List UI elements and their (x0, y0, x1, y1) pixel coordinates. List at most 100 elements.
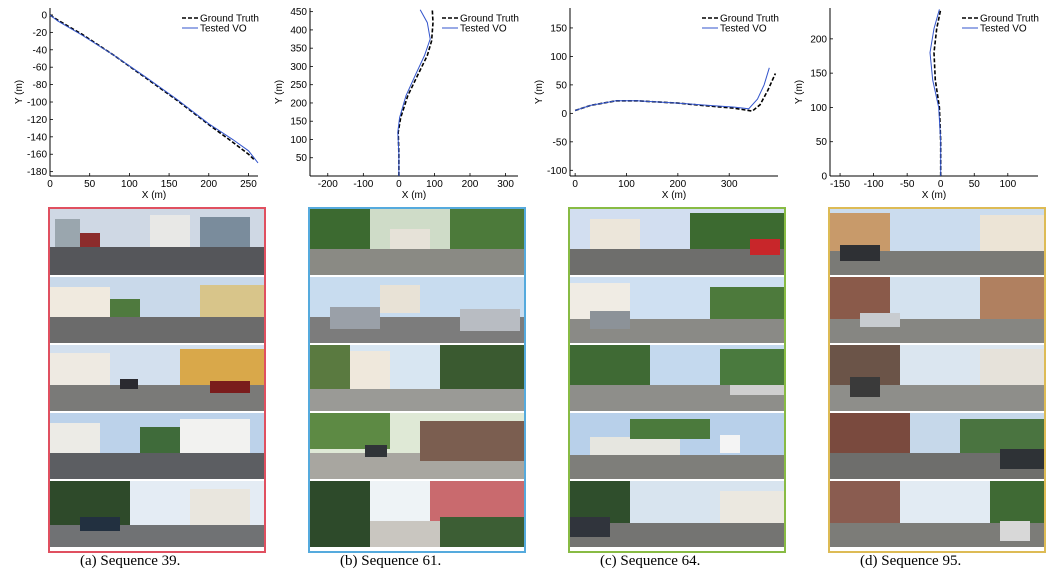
series-line-tested-vo (574, 67, 770, 111)
street-photo-d2 (830, 277, 1044, 343)
y-tick-label: 200 (810, 34, 827, 45)
street-photo-b2 (310, 277, 524, 343)
y-tick-label: -120 (27, 115, 47, 126)
y-tick-label: 200 (290, 98, 307, 109)
x-tick-label: 0 (396, 179, 402, 190)
street-photo-a3 (50, 345, 264, 411)
y-tick-label: 400 (290, 25, 307, 36)
x-axis-label: X (m) (662, 190, 686, 201)
y-tick-label: 150 (290, 117, 307, 128)
y-axis-label: Y (m) (14, 80, 25, 104)
street-photo-b2-art (310, 277, 524, 343)
y-tick-label: 300 (290, 62, 307, 73)
street-photo-d4 (830, 413, 1044, 479)
street-photo-b1-art (310, 209, 524, 275)
y-tick-label: 100 (290, 135, 307, 146)
street-photo-d5 (830, 481, 1044, 547)
y-tick-label: 450 (290, 7, 307, 18)
street-photo-a5 (50, 481, 264, 547)
x-tick-label: 300 (497, 179, 514, 190)
legend-label: Tested VO (720, 24, 767, 35)
series-line-tested-vo (397, 9, 431, 176)
caption-a: (a) Sequence 39. (80, 553, 181, 569)
x-tick-label: -100 (864, 179, 884, 190)
street-photo-d3 (830, 345, 1044, 411)
x-tick-label: 100 (121, 179, 138, 190)
y-tick-label: -20 (33, 28, 48, 39)
legend-label: Ground Truth (980, 14, 1039, 25)
x-tick-label: 50 (84, 179, 96, 190)
series-line-ground-truth (933, 9, 942, 176)
street-photo-b5 (310, 481, 524, 547)
x-tick-label: 200 (200, 179, 217, 190)
y-tick-label: 0 (41, 10, 47, 21)
street-photo-b3-art (310, 345, 524, 411)
trajectory-plot-b: -200 -100 0 100 200 300 50 100 150 200 250 300 350 40… (260, 0, 520, 205)
street-photo-d5-art (830, 481, 1044, 547)
legend-label: Tested VO (980, 24, 1027, 35)
y-tick-label: -100 (27, 98, 47, 109)
x-tick-label: 0 (47, 179, 53, 190)
x-tick-label: 100 (618, 179, 635, 190)
street-photo-b4-art (310, 413, 524, 479)
image-strip-c (568, 207, 786, 553)
street-photo-c3-art (570, 345, 784, 411)
trajectory-chart-b: -200 -100 0 100 200 300 50 100 150 200 250 300 350 40… (274, 7, 519, 201)
street-photo-c4 (570, 413, 784, 479)
x-axis-label: X (m) (142, 190, 166, 201)
trajectory-chart-d: -150 -100 -50 0 50 100 0 50 100 150 200 X (m) Y (m) G… (794, 8, 1039, 201)
y-tick-label: 0 (821, 172, 827, 183)
y-tick-label: 100 (550, 52, 567, 63)
street-photo-d1 (830, 209, 1044, 275)
y-tick-label: -160 (27, 150, 47, 161)
x-tick-label: -200 (318, 179, 338, 190)
legend-label: Tested VO (460, 24, 507, 35)
x-tick-label: 50 (969, 179, 981, 190)
legend-box (700, 10, 778, 34)
street-photo-c5-art (570, 481, 784, 547)
street-photo-d1-art (830, 209, 1044, 275)
y-tick-label: 50 (816, 137, 828, 148)
street-photo-c3 (570, 345, 784, 411)
image-strip-b (308, 207, 526, 553)
y-tick-label: -50 (553, 137, 568, 148)
panel-sequence-64: 0 100 200 300 150 100 50 0 -50 -100 X (m) Y (m) Grou… (520, 0, 786, 574)
caption-d: (d) Sequence 95. (860, 553, 962, 569)
y-axis-label: Y (m) (794, 80, 805, 104)
legend-box (960, 10, 1038, 34)
y-axis-label: Y (m) (274, 80, 285, 104)
series-line-ground-truth (574, 73, 777, 112)
street-photo-c1 (570, 209, 784, 275)
panel-sequence-61: -200 -100 0 100 200 300 50 100 150 200 250 300 350 40… (260, 0, 526, 574)
y-tick-label: -40 (33, 45, 48, 56)
x-tick-label: 100 (999, 179, 1016, 190)
y-tick-label: 50 (556, 80, 568, 91)
y-tick-label: 250 (290, 80, 307, 91)
street-photo-c2-art (570, 277, 784, 343)
street-photo-a1-art (50, 209, 264, 275)
y-tick-label: 100 (810, 103, 827, 114)
legend-label: Ground Truth (200, 14, 259, 25)
street-photo-c4-art (570, 413, 784, 479)
x-tick-label: -150 (830, 179, 850, 190)
trajectory-chart-c: 0 100 200 300 150 100 50 0 -50 -100 X (m) Y (m) Grou… (534, 8, 779, 201)
street-photo-a2 (50, 277, 264, 343)
x-tick-label: 0 (572, 179, 578, 190)
street-photo-a2-art (50, 277, 264, 343)
street-photo-a4 (50, 413, 264, 479)
panel-sequence-95: -150 -100 -50 0 50 100 0 50 100 150 200 X (m) Y (m) G… (780, 0, 1046, 574)
street-photo-d3-art (830, 345, 1044, 411)
panel-sequence-39: 0 50 100 150 200 250 0 -20 -40 -60 -80 -100 -120 -140… (0, 0, 266, 574)
x-tick-label: 150 (161, 179, 178, 190)
street-photo-b4 (310, 413, 524, 479)
street-photo-a4-art (50, 413, 264, 479)
street-photo-d4-art (830, 413, 1044, 479)
street-photo-c1-art (570, 209, 784, 275)
x-tick-label: 200 (670, 179, 687, 190)
trajectory-plot-c: 0 100 200 300 150 100 50 0 -50 -100 X (m) Y (m) Grou… (520, 0, 780, 205)
x-tick-label: 250 (240, 179, 257, 190)
x-tick-label: 0 (938, 179, 944, 190)
y-tick-label: 150 (810, 69, 827, 80)
street-photo-a5-art (50, 481, 264, 547)
x-axis-label: X (m) (402, 190, 426, 201)
